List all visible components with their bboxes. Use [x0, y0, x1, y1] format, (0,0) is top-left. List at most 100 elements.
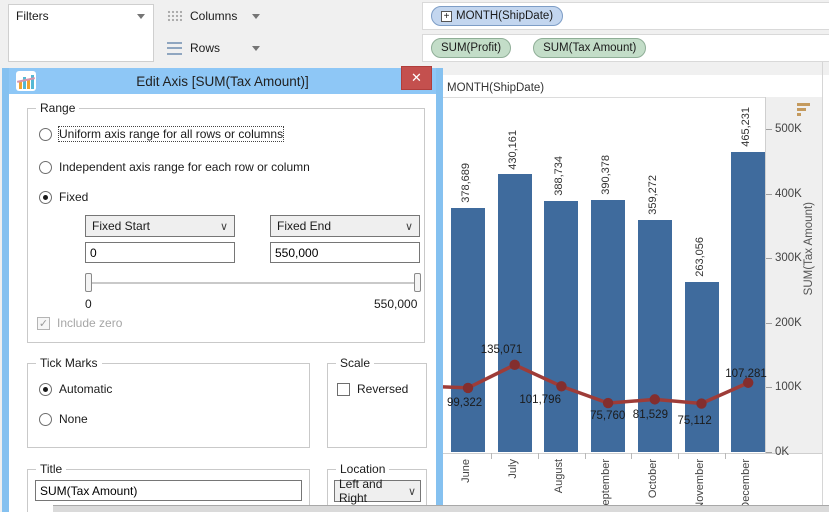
fixed-end-dropdown[interactable]: Fixed End ∨ — [270, 215, 420, 237]
radio-label: Independent axis range for each row or c… — [59, 160, 310, 174]
radio-label: None — [59, 412, 88, 426]
bar-value-label: 430,161 — [506, 129, 519, 170]
close-icon[interactable]: ✕ — [401, 66, 432, 90]
fixed-start-input[interactable] — [85, 242, 235, 263]
line-value-label: 101,796 — [519, 394, 561, 407]
radio-icon-selected[interactable] — [39, 382, 52, 396]
month-tick — [584, 453, 586, 459]
fixed-start-label: Fixed Start — [92, 219, 151, 233]
worksheet-view: MONTH(ShipDate) 378,689 June 99,322 430,161… — [437, 62, 829, 512]
bar-value-label: 390,378 — [600, 155, 613, 196]
bar-september[interactable] — [591, 200, 626, 452]
radio-label: Automatic — [59, 382, 113, 396]
bar-value-label: 359,272 — [646, 175, 659, 216]
radio-label: Fixed — [59, 190, 89, 204]
y-axis-tick-label[interactable]: 500K — [775, 123, 802, 136]
radio-tick-none[interactable]: None — [39, 412, 88, 426]
profit-line — [437, 362, 749, 406]
line-value-label: 81,529 — [632, 409, 668, 422]
rows-icon — [167, 41, 182, 55]
radio-icon-selected[interactable] — [39, 190, 52, 204]
axis-title-input[interactable] — [35, 480, 302, 501]
radio-fixed-range[interactable]: Fixed — [39, 190, 88, 204]
pill-month-shipdate[interactable]: + MONTH(ShipDate) — [431, 6, 564, 26]
columns-dropdown-icon[interactable] — [252, 13, 260, 19]
month-axis-label[interactable]: July — [506, 459, 519, 479]
window-bottom-border — [53, 505, 829, 512]
y-axis-tick-label[interactable]: 300K — [775, 252, 802, 265]
line-marker — [602, 397, 614, 409]
rows-dropdown-icon[interactable] — [252, 45, 260, 51]
filters-dropdown-icon[interactable] — [137, 13, 145, 19]
month-axis-label[interactable]: June — [460, 459, 472, 483]
location-dropdown[interactable]: Left and Right ∨ — [334, 477, 421, 505]
checkbox-unchecked-icon[interactable] — [337, 382, 350, 396]
y-axis-tick — [766, 387, 772, 389]
reversed-label: Reversed — [357, 382, 409, 396]
month-tick — [538, 453, 540, 459]
columns-well[interactable]: + MONTH(ShipDate) — [422, 2, 829, 30]
sort-descending-icon[interactable] — [797, 103, 810, 116]
month-axis-label[interactable]: December — [740, 459, 753, 510]
bar-value-label: 465,231 — [740, 106, 753, 147]
column-field-header: MONTH(ShipDate) — [447, 82, 545, 94]
y-axis-tick — [766, 452, 772, 453]
right-axis-area[interactable] — [766, 97, 822, 453]
pill-sum-tax-amount[interactable]: SUM(Tax Amount) — [533, 38, 647, 58]
radio-icon[interactable] — [39, 412, 52, 426]
bar-november[interactable] — [684, 282, 719, 452]
radio-uniform-range[interactable]: Uniform axis range for all rows or colum… — [39, 126, 285, 142]
month-tick — [491, 453, 493, 459]
line-marks-layer — [437, 359, 754, 409]
view-right-border — [822, 62, 823, 505]
y-axis-tick-label[interactable]: 0K — [775, 446, 790, 458]
radio-independent-range[interactable]: Independent axis range for each row or c… — [39, 160, 310, 174]
chevron-down-icon: ∨ — [219, 220, 228, 233]
range-slider-handle-end[interactable] — [414, 273, 421, 292]
fixed-end-label: Fixed End — [277, 219, 332, 233]
worksheet-margin — [437, 62, 829, 75]
range-legend: Range — [36, 101, 80, 115]
plot-bottom-border — [437, 453, 822, 454]
filters-shelf[interactable]: Filters — [8, 4, 154, 62]
bar-august[interactable] — [544, 201, 579, 452]
bar-july[interactable] — [497, 174, 532, 452]
dialog-title: Edit Axis [SUM(Tax Amount)] — [136, 73, 309, 89]
range-slider-track[interactable] — [88, 282, 418, 284]
expand-icon[interactable]: + — [441, 10, 452, 22]
scale-legend: Scale — [336, 356, 375, 370]
fixed-start-dropdown[interactable]: Fixed Start ∨ — [85, 215, 235, 237]
radio-icon[interactable] — [39, 127, 52, 141]
pill-sum-profit[interactable]: SUM(Profit) — [431, 38, 512, 58]
month-tick — [631, 453, 633, 459]
y-axis-title[interactable]: SUM(Tax Amount) — [803, 202, 815, 296]
y-axis-tick-label[interactable]: 400K — [775, 187, 802, 200]
bar-october[interactable] — [637, 220, 672, 452]
rows-label: Rows — [190, 41, 221, 55]
line-value-label: 99,322 — [447, 396, 483, 409]
radio-tick-automatic[interactable]: Automatic — [39, 382, 112, 396]
radio-icon[interactable] — [39, 160, 52, 174]
dialog-titlebar[interactable]: Edit Axis [SUM(Tax Amount)] ✕ — [9, 66, 436, 94]
title-groupbox: Title — [27, 462, 310, 512]
bar-june[interactable] — [451, 207, 485, 452]
month-axis-label[interactable]: August — [553, 459, 566, 494]
reversed-checkbox[interactable]: Reversed — [337, 382, 408, 396]
month-axis-label[interactable]: November — [693, 459, 706, 510]
line-value-label: 107,281 — [725, 367, 767, 380]
rows-well[interactable]: SUM(Profit) SUM(Tax Amount) — [422, 34, 829, 62]
title-legend: Title — [36, 462, 67, 476]
y-axis-tick-label[interactable]: 100K — [775, 381, 802, 394]
bar-value-label: 263,056 — [693, 237, 706, 278]
columns-icon — [167, 9, 182, 23]
bar-december[interactable] — [731, 151, 766, 452]
y-axis-tick — [766, 258, 772, 260]
y-axis-tick-label[interactable]: 200K — [775, 316, 802, 329]
radio-label: Uniform axis range for all rows or colum… — [57, 126, 285, 142]
line-marker — [743, 377, 754, 388]
fixed-end-input[interactable] — [270, 242, 420, 263]
month-axis-label[interactable]: October — [646, 459, 659, 499]
range-slider-handle-start[interactable] — [85, 273, 92, 292]
checkbox-checked-icon: ✓ — [37, 316, 50, 330]
location-value: Left and Right — [339, 477, 383, 505]
